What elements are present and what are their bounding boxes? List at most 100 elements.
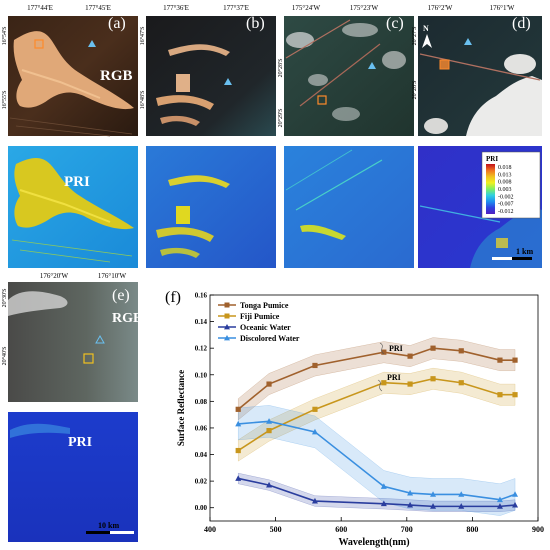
oceanic-water-point [266, 481, 273, 488]
panel-b-lon-tick-2: 177°37'E [223, 4, 249, 12]
panel-d-water-marker [464, 38, 472, 45]
panel-a-raft-highlight [21, 69, 101, 99]
chart-y-tick-label: 0.10 [195, 371, 208, 379]
panel-a-water-marker [88, 40, 96, 47]
panel-e-label: (e) [112, 287, 130, 304]
oceanic-water-point [380, 500, 387, 507]
chart-legend: Tonga Pumice Fiji Pumice Oceanic Water Disc… [218, 301, 300, 343]
panel-d-cloud-1 [466, 76, 542, 136]
panel-a-lat-tick-2: 16°55'S [1, 91, 8, 110]
oceanic-water-point [311, 497, 318, 504]
tonga-pumice-band [237, 337, 516, 421]
tonga-pumice-point [235, 406, 241, 412]
discolored-water-point [235, 420, 242, 427]
panel-c-streak-1 [285, 19, 351, 59]
chart-axes: 400 500 600 700 800 900 0.00 0.02 0.04 0.06 0.08 0.… [195, 292, 544, 535]
panel-c-pri-streak-1 [295, 159, 383, 211]
panel-a-streaks [9, 117, 133, 137]
fiji-pumice-band [237, 367, 516, 462]
fiji-pumice-point [381, 380, 387, 386]
panel-d-lat-tick-1: 20°27'S [411, 27, 418, 46]
panel-b-water-marker [224, 78, 232, 85]
chart-y-tick-label: 0.16 [195, 292, 208, 300]
legend-fiji-pumice-label: Fiji Pumice [240, 312, 280, 321]
north-arrow-icon: N [422, 24, 432, 48]
chart-x-tick-label: 600 [335, 525, 347, 534]
reflectance-chart: (f) 400 500 600 700 800 900 0.00 0.02 0.04 0.06 0.… [165, 289, 544, 548]
tonga-pumice-point [381, 349, 387, 355]
panel-b-lat-tick-2: 16°48'S [139, 91, 146, 110]
colorbar-tick-label: -0.002 [498, 194, 514, 200]
panel-e-lat-tick-1: 20°30'S [1, 289, 8, 308]
panel-a-layer-label: RGB [100, 68, 133, 84]
discolored-water-point [496, 496, 503, 503]
chart-pri-brace-1 [379, 342, 385, 355]
discolored-water-band [237, 405, 516, 516]
panel-e-pri-label: PRI [68, 435, 92, 450]
panel-b-pri-raft-2 [176, 206, 190, 224]
tonga-pumice-point [430, 345, 436, 351]
scale-bar-large-black-1 [86, 531, 110, 534]
discolored-water-point [512, 491, 519, 497]
panel-e-layer-label: RGB [112, 311, 142, 326]
panel-d-north-label: N [423, 24, 429, 33]
legend-oceanic-water-marker [224, 324, 230, 330]
discolored-water-point [430, 491, 437, 497]
chart-pri-annotation-1: PRI [379, 342, 403, 355]
panel-c-cloud-1 [286, 32, 314, 48]
chart-markers [235, 345, 519, 509]
oceanic-water-point [235, 475, 242, 481]
legend-tonga-pumice-marker [224, 302, 230, 308]
panel-b-pri [146, 146, 276, 268]
panel-e-cloud [8, 291, 68, 316]
colorbar-tick-label: 0.018 [498, 165, 512, 171]
chart-x-axis-title: Wavelength(nm) [338, 537, 409, 548]
oceanic-water-point [458, 503, 465, 509]
panel-c-lon-tick-2: 175°23'W [350, 4, 379, 12]
panel-d-pri-streak [419, 205, 501, 223]
panel-c-cloud-5 [332, 107, 360, 121]
panel-b-pri-raft-3 [156, 227, 214, 242]
panel-e-lon-tick-2: 176°10'W [98, 272, 127, 280]
chart-y-tick-label: 0.04 [195, 451, 208, 459]
chart-bands [237, 337, 516, 516]
chart-x-tick-label: 900 [532, 525, 544, 534]
chart-y-tick-label: 0.00 [195, 504, 208, 512]
scale-bar-large: 10 km [86, 521, 134, 534]
tonga-pumice-point [512, 357, 518, 363]
panel-c-cloud-2 [342, 23, 378, 37]
fiji-pumice-point [497, 392, 503, 398]
chart-y-tick-label: 0.06 [195, 424, 208, 432]
discolored-water-point [380, 483, 387, 489]
fiji-pumice-point [430, 376, 436, 382]
colorbar-gradient [486, 164, 495, 214]
oceanic-water-band [237, 472, 516, 512]
legend-tonga-pumice-label: Tonga Pumice [240, 301, 289, 310]
panel-b-raft-1 [168, 44, 230, 56]
panel-d-lon-tick-1: 176°2'W [428, 4, 453, 12]
discolored-water-point [266, 418, 273, 424]
panel-a-pumice-raft [13, 31, 135, 110]
chart-y-tick-label: 0.12 [195, 345, 208, 353]
panel-a-pri-streaks [11, 239, 133, 263]
legend-discolored-water-label: Discolored Water [240, 334, 300, 343]
chart-y-tick-label: 0.02 [195, 478, 208, 486]
panel-c-lon-tick-1: 175°24'W [292, 4, 321, 12]
chart-y-tick-label: 0.08 [195, 398, 208, 406]
colorbar-tick-label: 0.003 [498, 187, 512, 193]
chart-y-tick-label: 0.14 [195, 318, 208, 326]
colorbar-tick-label: 0.008 [498, 180, 512, 186]
panel-d-pri-hotspot [496, 238, 508, 248]
panel-c-water-marker [368, 62, 376, 69]
discolored-water-point [311, 428, 318, 435]
panel-e-water-marker [95, 334, 105, 344]
legend-discolored-water-marker [224, 335, 230, 341]
panel-b-label: (b) [246, 15, 265, 32]
panel-c-lat-tick-2: 20°29'S [277, 109, 284, 128]
colorbar-tick-label: -0.007 [498, 202, 514, 208]
panel-b-raft-3 [156, 95, 214, 110]
panel-d-label: (d) [512, 15, 531, 32]
